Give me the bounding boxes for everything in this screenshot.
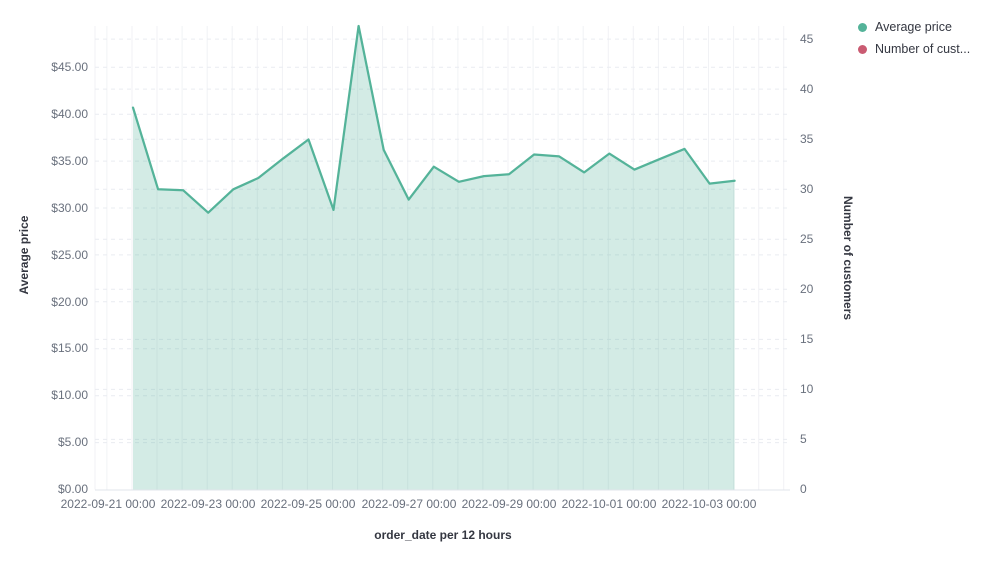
x-axis-tick-label: 2022-10-01 00:00 [561, 497, 657, 511]
legend-item-average-price[interactable]: Average price [858, 20, 970, 34]
legend-item-number-of-customers[interactable]: Number of cust... [858, 42, 970, 56]
x-axis-tick-label: 2022-09-27 00:00 [361, 497, 457, 511]
y-axis-right-tick-label: 0 [800, 482, 807, 496]
y-axis-right-tick-label: 25 [800, 232, 814, 246]
legend: Average price Number of cust... [858, 20, 970, 56]
y-axis-right-tick-label: 35 [800, 132, 814, 146]
y-axis-right-tick-label: 40 [800, 82, 814, 96]
y-axis-right-tick-label: 45 [800, 32, 814, 46]
x-axis-tick-label: 2022-09-21 00:00 [60, 497, 156, 511]
x-axis-title: order_date per 12 hours [374, 528, 512, 542]
y-axis-left-tick-label: $30.00 [51, 201, 88, 215]
y-axis-left-tick-label: $35.00 [51, 154, 88, 168]
y-axis-left-tick-label: $25.00 [51, 248, 88, 262]
y-axis-right-tick-label: 30 [800, 182, 814, 196]
y-axis-left-tick-label: $10.00 [51, 388, 88, 402]
x-axis-tick-label: 2022-09-25 00:00 [260, 497, 356, 511]
y-axis-right-tick-label: 5 [800, 432, 807, 446]
series-color-dot-icon [858, 22, 867, 32]
y-axis-left-title: Average price [17, 215, 31, 295]
y-axis-left-tick-label: $0.00 [57, 482, 88, 496]
series-color-dot-icon [858, 44, 867, 54]
y-axis-right-tick-label: 15 [800, 332, 814, 346]
x-axis-tick-label: 2022-09-29 00:00 [461, 497, 557, 511]
y-axis-right-title: Number of customers [841, 195, 855, 321]
y-axis-left-tick-label: $40.00 [51, 107, 88, 121]
y-axis-left-tick-label: $20.00 [51, 295, 88, 309]
y-axis-right-tick-label: 10 [800, 382, 814, 396]
y-axis-right-tick-label: 20 [800, 282, 814, 296]
x-axis-tick-label: 2022-09-23 00:00 [160, 497, 256, 511]
legend-item-label: Number of cust... [875, 42, 971, 56]
legend-item-label: Average price [875, 20, 952, 34]
x-axis-tick-label: 2022-10-03 00:00 [661, 497, 757, 511]
y-axis-left-tick-label: $5.00 [57, 435, 88, 449]
y-axis-left-tick-label: $45.00 [51, 60, 88, 74]
y-axis-left-tick-label: $15.00 [51, 341, 88, 355]
